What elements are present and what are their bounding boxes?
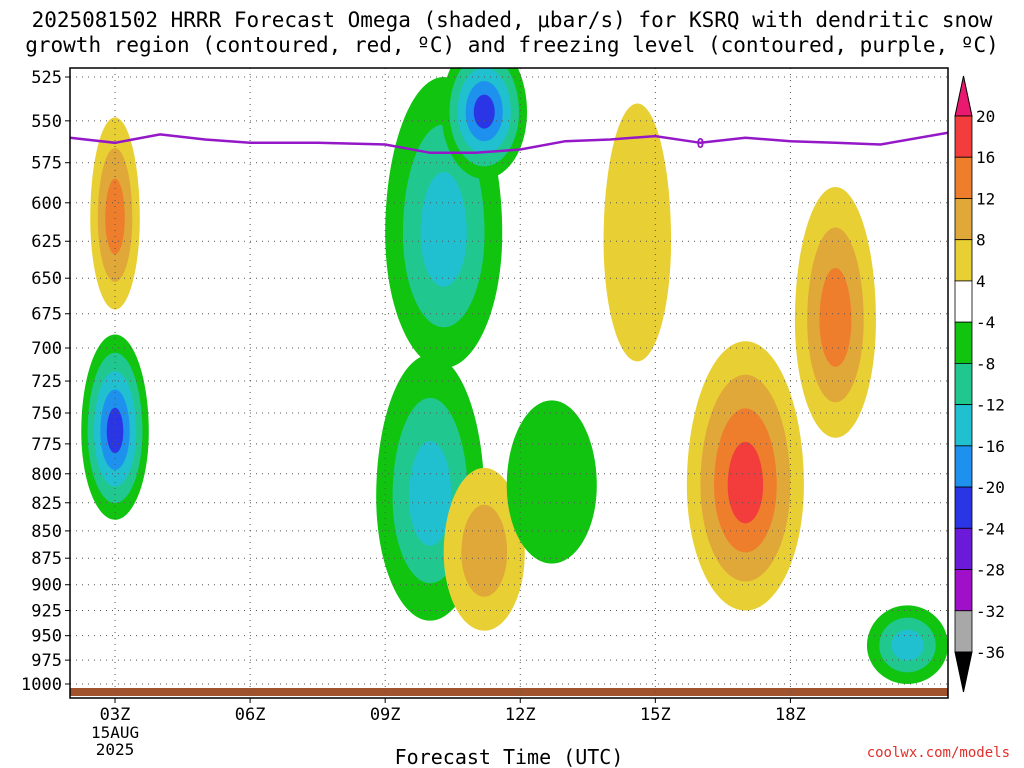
omega-region-3-level--12 xyxy=(408,440,452,546)
colorbar-label-4: 4 xyxy=(976,272,986,291)
colorbar-band-8 xyxy=(954,445,973,488)
colorbar-band-5 xyxy=(954,321,973,364)
colorbar-label-20: 20 xyxy=(976,107,995,126)
y-tick-label-900: 900 xyxy=(31,576,62,596)
colorbar-band-11 xyxy=(954,569,973,612)
ground-surface xyxy=(70,688,948,696)
x-tick-label-15Z: 15Z xyxy=(640,705,671,725)
y-tick-label-800: 800 xyxy=(31,465,62,485)
x-tick-label-03Z: 03Z xyxy=(100,705,131,725)
y-tick-label-825: 825 xyxy=(31,494,62,514)
x-tick-sublabel-0: 15AUG xyxy=(91,723,139,742)
y-axis: 525 550 575 600 625 650 675 700 725 750 775 800 825 8… xyxy=(21,68,70,695)
omega-region-5-level-8 xyxy=(461,504,508,597)
colorbar: 20 16 12 8 4 -4 -8 -12 -16 -20 -24 -28 -32 -36 xyxy=(954,75,1005,693)
omega-region-2-level--12 xyxy=(420,171,467,287)
colorbar-label--8: -8 xyxy=(976,354,995,373)
omega-region-0-level-12 xyxy=(105,178,125,255)
colorbar-band-0 xyxy=(954,115,973,158)
colorbar-label--32: -32 xyxy=(976,602,1005,621)
y-tick-label-775: 775 xyxy=(31,435,62,455)
colorbar-label--4: -4 xyxy=(976,313,995,332)
colorbar-band-10 xyxy=(954,527,973,570)
x-tick-label-18Z: 18Z xyxy=(775,705,806,725)
colorbar-band-6 xyxy=(954,362,973,406)
y-tick-label-725: 725 xyxy=(31,372,62,392)
colorbar-label-16: 16 xyxy=(976,148,995,167)
grid xyxy=(70,68,948,698)
y-tick-label-675: 675 xyxy=(31,305,62,325)
x-tick-label-06Z: 06Z xyxy=(235,705,266,725)
y-tick-label-625: 625 xyxy=(31,232,62,252)
colorbar-label-12: 12 xyxy=(976,189,995,208)
y-tick-label-950: 950 xyxy=(31,627,62,647)
x-tick-label-12Z: 12Z xyxy=(505,705,536,725)
y-tick-label-975: 975 xyxy=(31,651,62,671)
omega-region-10-level--12 xyxy=(891,629,924,661)
colorbar-label--24: -24 xyxy=(976,519,1005,538)
y-tick-label-875: 875 xyxy=(31,549,62,569)
colorbar-band-12 xyxy=(954,610,973,653)
omega-shading xyxy=(81,68,948,684)
colorbar-label--12: -12 xyxy=(976,396,1005,415)
colorbar-label--28: -28 xyxy=(976,561,1005,580)
chart-title-line2: growth region (contoured, red, ºC) and f… xyxy=(25,33,999,57)
freezing-level-line xyxy=(70,131,948,155)
colorbar-label--16: -16 xyxy=(976,437,1005,456)
colorbar-bottom-arrow xyxy=(954,651,973,693)
colorbar-band-9 xyxy=(954,486,973,529)
x-axis-title: Forecast Time (UTC) xyxy=(395,745,624,768)
colorbar-label-8: 8 xyxy=(976,231,986,250)
y-tick-label-650: 650 xyxy=(31,269,62,289)
y-tick-label-550: 550 xyxy=(31,112,62,132)
y-tick-label-700: 700 xyxy=(31,339,62,359)
y-tick-label-525: 525 xyxy=(31,68,62,88)
omega-region-9-level-12 xyxy=(819,268,852,367)
y-tick-label-600: 600 xyxy=(31,194,62,214)
x-tick-label-09Z: 09Z xyxy=(370,705,401,725)
colorbar-band-7 xyxy=(954,404,973,447)
omega-region-6-level--4 xyxy=(506,400,597,564)
y-tick-label-925: 925 xyxy=(31,602,62,622)
colorbar-band-3 xyxy=(954,239,973,282)
freezing-level-label: 0 xyxy=(696,137,704,152)
colorbar-label--20: -20 xyxy=(976,478,1005,497)
y-tick-label-750: 750 xyxy=(31,404,62,424)
colorbar-top-arrow xyxy=(954,75,973,117)
y-tick-label-1000: 1000 xyxy=(21,675,62,695)
colorbar-band-4 xyxy=(954,280,973,323)
y-tick-label-850: 850 xyxy=(31,522,62,542)
colorbar-band-1 xyxy=(954,156,973,199)
colorbar-band-2 xyxy=(954,198,973,241)
x-tick-sublabel-1: 2025 xyxy=(96,740,135,759)
chart-title-line1: 2025081502 HRRR Forecast Omega (shaded, … xyxy=(31,8,993,32)
omega-region-1-level--20 xyxy=(106,407,124,454)
colorbar-label--36: -36 xyxy=(976,643,1005,662)
y-tick-label-575: 575 xyxy=(31,154,62,174)
source-credit: coolwx.com/models xyxy=(866,745,1010,761)
omega-region-7-level-4 xyxy=(603,103,672,362)
omega-region-4-level--20 xyxy=(473,94,495,129)
plot-frame xyxy=(69,67,949,699)
